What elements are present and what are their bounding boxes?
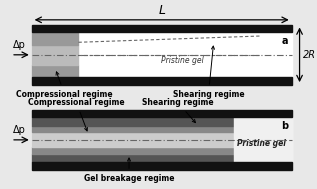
Bar: [32, 33, 79, 45]
Text: Pristine gel: Pristine gel: [161, 56, 204, 65]
Text: Compressional regime: Compressional regime: [28, 98, 125, 131]
Bar: [32, 118, 235, 125]
Bar: [32, 125, 235, 132]
Bar: [32, 147, 235, 154]
Text: Gel breakage regime: Gel breakage regime: [84, 158, 174, 183]
Text: a: a: [281, 36, 288, 46]
Bar: [32, 45, 79, 65]
Text: Shearing regime: Shearing regime: [173, 46, 244, 99]
Bar: [235, 118, 292, 162]
Text: Δp: Δp: [12, 125, 25, 135]
Bar: [32, 154, 235, 162]
Text: Shearing regime: Shearing regime: [142, 98, 213, 123]
Bar: [32, 162, 292, 170]
Text: Δp: Δp: [12, 40, 25, 50]
Bar: [32, 110, 292, 118]
Bar: [32, 77, 292, 85]
Bar: [32, 118, 292, 162]
Text: b: b: [281, 122, 288, 131]
Text: L: L: [158, 4, 165, 17]
Bar: [32, 65, 79, 77]
Bar: [32, 132, 235, 147]
Bar: [32, 33, 292, 77]
Text: Pristine gel: Pristine gel: [237, 139, 286, 148]
Bar: [32, 25, 292, 33]
Text: 2R: 2R: [303, 50, 316, 60]
Text: Compressional regime: Compressional regime: [16, 72, 113, 99]
